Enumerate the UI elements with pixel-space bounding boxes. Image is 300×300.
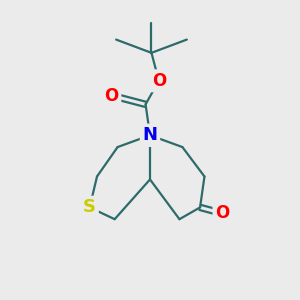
Text: S: S — [83, 198, 96, 216]
Text: N: N — [142, 126, 158, 144]
Text: O: O — [152, 72, 166, 90]
Text: O: O — [105, 86, 119, 104]
Text: O: O — [215, 204, 229, 222]
